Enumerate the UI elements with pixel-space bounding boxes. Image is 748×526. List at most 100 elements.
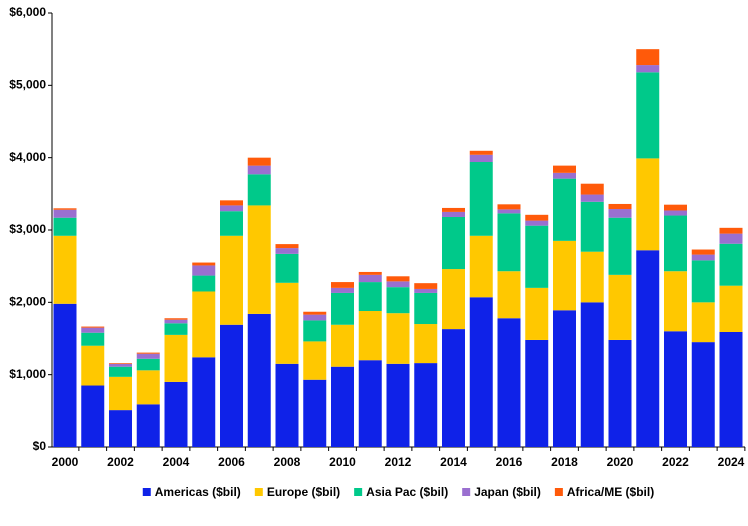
bar-segment [442,216,465,270]
bar-segment [414,283,438,289]
bar-segment [275,363,299,447]
legend-swatch [142,488,151,496]
bar-segment [414,292,438,325]
bar-segment [608,274,632,340]
bar-segment [691,249,715,255]
bar-segment [553,240,576,311]
legend-label: Africa/ME ($bil) [567,485,654,499]
bar-segment [331,366,354,447]
bar-segment [81,332,105,346]
bar-segment [719,331,743,447]
bar-segment [497,318,521,447]
bar-segment [608,209,632,218]
bar-segment [664,271,687,332]
bar-segment [691,342,715,447]
x-tick-label: 2012 [385,455,412,469]
bar-segment [553,310,576,447]
bar-segment [442,207,465,212]
bar-segment [664,204,687,211]
bar-segment [53,209,77,218]
bar-segment [414,363,438,447]
bar-segment [192,291,216,358]
bar-segment [608,217,632,275]
bar-segment [247,174,271,206]
x-tick-label: 2000 [52,455,79,469]
y-tick-label: $1,000 [9,367,46,381]
bar-segment [164,319,188,324]
legend-label: Americas ($bil) [155,485,241,499]
bar-segment [469,154,493,163]
bar-segment [247,157,271,166]
x-tick-label: 2004 [163,455,190,469]
bar-segment [553,165,576,173]
bar-segment [275,282,299,364]
bar-segment [386,313,410,364]
bar-segment [691,260,715,303]
bar-segment [275,248,299,254]
bar-segment [303,314,327,321]
y-tick-label: $4,000 [9,150,46,164]
bar-segment [442,211,465,217]
bar-segment [469,235,493,298]
bar-segment [275,253,299,283]
bar-segment [164,381,188,447]
y-tick-label: $3,000 [9,222,46,236]
bar-segment [636,250,660,447]
bar-segment [303,311,327,315]
bar-segment [553,172,576,179]
bar-segment [136,370,160,405]
bar-segment [386,363,410,447]
bar-segment [497,271,521,319]
bar-segment [192,357,216,447]
bar-segment [580,251,604,303]
bar-segment [136,358,160,371]
bar-segment [525,287,549,340]
bar-segment [469,150,493,155]
x-tick-label: 2010 [329,455,356,469]
bar-segment [664,210,687,216]
bar-segment [331,324,354,367]
x-tick-label: 2022 [662,455,689,469]
bar-segment [247,165,271,175]
bar-segment [247,313,271,447]
bar-segment [136,352,160,354]
bar-segment [469,162,493,236]
bar-segment [164,323,188,335]
x-tick-label: 2016 [496,455,523,469]
bar-segment [53,303,77,447]
bar-segment [275,244,299,249]
bar-segment [608,339,632,447]
x-tick-label: 2014 [440,455,467,469]
bar-segment [553,178,576,241]
legend-swatch [462,488,471,496]
bar-segment [442,329,465,447]
bar-segment [525,220,549,226]
bar-segment [136,353,160,359]
bar-segment [303,379,327,447]
bar-segment [109,410,132,447]
bar-segment [358,271,382,275]
bar-segment [109,366,132,377]
bar-segment [719,243,743,286]
bar-segment [691,254,715,261]
bar-segment [220,324,243,447]
bar-segment [580,201,604,252]
bar-segment [136,404,160,447]
bar-segment [303,341,327,380]
x-tick-label: 2002 [107,455,134,469]
bar-segment [442,269,465,330]
bar-segment [331,292,354,325]
bar-segment [192,275,216,292]
legend-swatch [354,488,363,496]
bar-segment [719,227,743,234]
bar-segment [636,72,660,159]
bar-segment [358,360,382,447]
bar-segment [358,311,382,361]
bar-segment [81,345,105,386]
bar-segment [331,282,354,288]
bar-segment [81,385,105,447]
bar-segment [469,297,493,447]
bar-segment [497,204,521,210]
x-tick-label: 2006 [218,455,245,469]
